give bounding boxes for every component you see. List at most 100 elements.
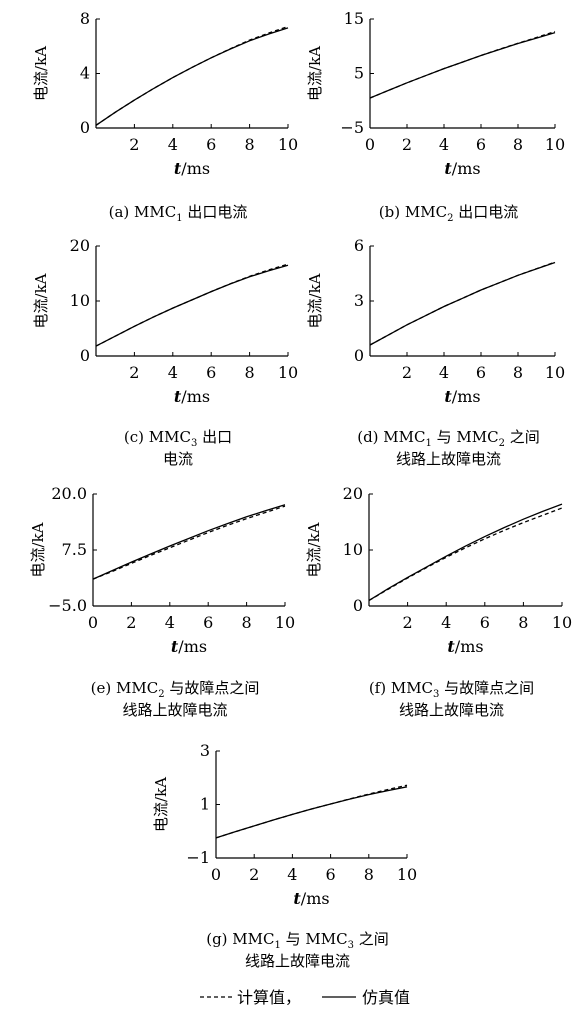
y-tick-label: 7.5 — [62, 540, 87, 559]
x-tick-label: 2 — [402, 363, 412, 382]
y-tick-label: 20 — [70, 236, 90, 255]
caption-line: (g) MMC1 与 MMC3 之间 — [206, 930, 389, 951]
series-line-solid — [369, 261, 556, 346]
y-tick-label: 10 — [343, 540, 363, 559]
x-tick-label: 10 — [552, 613, 572, 632]
x-tick-label: 6 — [206, 135, 216, 154]
x-tick-label: 6 — [206, 363, 216, 382]
x-tick-label: 4 — [441, 613, 451, 632]
x-tick-label: 2 — [129, 363, 139, 382]
x-axis-label: t/ms — [444, 387, 480, 406]
x-tick-label: 8 — [245, 135, 255, 154]
y-tick-label: 0 — [80, 346, 90, 365]
x-tick-label: 4 — [168, 135, 178, 154]
legend: 计算值， 仿真值 — [200, 988, 410, 1007]
x-tick-label: 10 — [545, 135, 565, 154]
y-axis-label: 电流/kA — [306, 273, 324, 328]
series-line-dashed — [95, 25, 289, 126]
x-tick-label: 10 — [397, 865, 417, 884]
y-axis-label: 电流/kA — [305, 522, 323, 577]
chart-panel-g: 0 2 4 6 8 10 −1 1 3 电流/kA t/ms (g) MMC1 与 MMC3 之间线路… — [152, 741, 417, 970]
x-tick-label: 10 — [278, 363, 298, 382]
x-axis-label: t/ms — [174, 159, 210, 178]
caption-line: (e) MMC2 与故障点之间 — [91, 679, 260, 700]
y-tick-label: −1 — [186, 848, 210, 867]
y-tick-label: 0 — [353, 596, 363, 615]
y-tick-label: 0 — [80, 118, 90, 137]
y-tick-label: −5.0 — [48, 596, 87, 615]
series-line-dashed — [368, 507, 563, 601]
y-tick-label: 5 — [354, 64, 364, 83]
series-line-solid — [369, 31, 556, 99]
x-tick-label: 0 — [88, 613, 98, 632]
x-tick-label: 0 — [365, 135, 375, 154]
x-tick-label: 2 — [249, 865, 259, 884]
series-line-dashed — [95, 263, 289, 347]
y-tick-label: 3 — [354, 291, 364, 310]
x-tick-label: 2 — [402, 135, 412, 154]
x-tick-label: 2 — [403, 613, 413, 632]
x-tick-label: 6 — [480, 613, 490, 632]
chart-panel-d: 2 4 6 8 10 0 3 6 电流/kA t/ms (d) MMC1 与 MMC2 之间线路上故… — [306, 236, 565, 468]
caption-line: (c) MMC3 出口 — [124, 428, 232, 449]
y-tick-label: 15 — [344, 9, 364, 28]
y-tick-label: 0 — [354, 346, 364, 365]
x-tick-label: 4 — [439, 363, 449, 382]
chart-panel-c: 2 4 6 8 10 0 10 20 电流/kA t/ms (c) MMC3 出口电流 — [32, 236, 298, 468]
y-axis-label: 电流/kA — [32, 46, 50, 101]
x-tick-label: 8 — [518, 613, 528, 632]
caption-line: (b) MMC2 出口电流 — [379, 203, 518, 224]
y-axis-label: 电流/kA — [152, 777, 170, 832]
x-tick-label: 4 — [439, 135, 449, 154]
caption-line: 线路上故障电流 — [396, 450, 501, 468]
caption-line: 电流 — [163, 450, 193, 468]
x-tick-label: 4 — [165, 613, 175, 632]
series-line-dashed — [369, 261, 556, 346]
caption-line: (f) MMC3 与故障点之间 — [369, 679, 534, 700]
y-tick-label: −5 — [340, 118, 364, 137]
y-axis-label: 电流/kA — [32, 273, 50, 328]
x-axis-label: t/ms — [174, 387, 210, 406]
series-line-solid — [92, 504, 286, 580]
y-tick-label: 1 — [200, 795, 210, 814]
x-tick-label: 10 — [275, 613, 295, 632]
caption-line: 线路上故障电流 — [245, 952, 350, 970]
x-tick-label: 4 — [287, 865, 297, 884]
series-line-dashed — [215, 784, 408, 839]
series-line-solid — [95, 27, 289, 126]
x-tick-label: 8 — [245, 363, 255, 382]
x-tick-label: 6 — [203, 613, 213, 632]
x-tick-label: 2 — [129, 135, 139, 154]
caption-line: 线路上故障电流 — [122, 701, 227, 719]
y-tick-label: 20.0 — [51, 484, 87, 503]
series-line-dashed — [92, 505, 286, 580]
x-axis-label: t/ms — [293, 889, 329, 908]
y-axis-label: 电流/kA — [29, 522, 47, 577]
y-tick-label: 10 — [70, 291, 90, 310]
chart-panel-e: 0 2 4 6 8 10 −5.0 7.5 20.0 电流/kA t/ms (e) MMC2 与故障点… — [29, 484, 295, 719]
y-axis-label: 电流/kA — [306, 46, 324, 101]
x-tick-label: 0 — [211, 865, 221, 884]
caption-line: 线路上故障电流 — [399, 701, 504, 719]
y-tick-label: 3 — [200, 741, 210, 760]
series-line-solid — [215, 786, 408, 839]
x-tick-label: 8 — [364, 865, 374, 884]
x-axis-label: t/ms — [171, 637, 207, 656]
y-tick-label: 4 — [80, 64, 90, 83]
x-tick-label: 2 — [126, 613, 136, 632]
chart-panel-f: 2 4 6 8 10 0 10 20 电流/kA t/ms (f) MMC3 与故障点之间线路上故障… — [305, 484, 572, 719]
x-axis-label: t/ms — [447, 637, 483, 656]
y-tick-label: 8 — [80, 9, 90, 28]
legend-calc-label: 计算值， — [237, 988, 301, 1007]
x-tick-label: 8 — [513, 135, 523, 154]
x-tick-label: 10 — [545, 363, 565, 382]
chart-panel-a: 2 4 6 8 10 0 4 8 电流/kA t/ms (a) MMC1 出口电流 — [32, 9, 298, 224]
x-tick-label: 8 — [513, 363, 523, 382]
x-tick-label: 10 — [278, 135, 298, 154]
caption-line: (a) MMC1 出口电流 — [109, 203, 248, 224]
x-tick-label: 4 — [168, 363, 178, 382]
y-tick-label: 20 — [343, 484, 363, 503]
x-tick-label: 6 — [476, 363, 486, 382]
